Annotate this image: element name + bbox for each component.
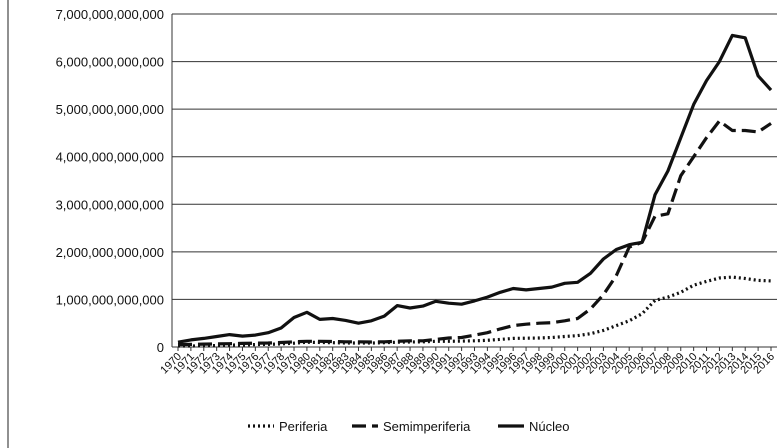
series-line [178,275,772,348]
x-axis: 1970197119721973197419751976197719781979… [158,14,777,376]
gridlines [172,13,777,300]
legend-label: Núcleo [529,419,569,434]
series-line [177,33,773,344]
legend-label: Semimperiferia [383,419,471,434]
y-tick-label: 7,000,000,000,000 [56,7,164,22]
legend: Periferia Semimperiferia Núcleo [248,419,569,434]
y-tick-label: 2,000,000,000,000 [56,245,164,260]
y-axis: 0 1,000,000,000,000 2,000,000,000,000 3,000… [56,7,164,355]
series-lines [177,33,773,348]
y-tick-label: 4,000,000,000,000 [56,150,164,165]
legend-label: Periferia [279,419,328,434]
y-tick-label: 0 [157,340,164,355]
y-tick-label: 6,000,000,000,000 [56,55,164,70]
y-tick-label: 3,000,000,000,000 [56,197,164,212]
series-line [177,119,772,347]
y-tick-label: 5,000,000,000,000 [56,102,164,117]
y-tick-label: 1,000,000,000,000 [56,292,164,307]
